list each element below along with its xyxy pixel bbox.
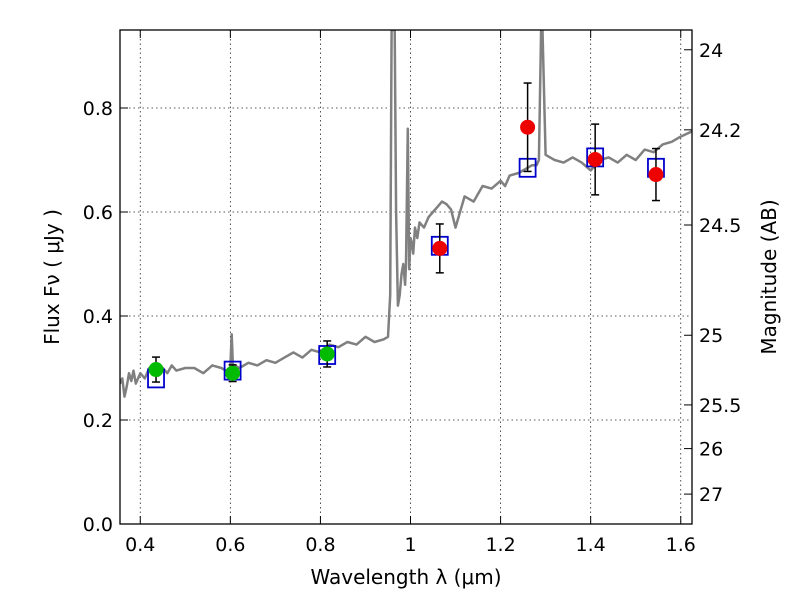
right-tick-label: 25 <box>699 325 723 347</box>
right-tick-label: 25.5 <box>699 395 741 417</box>
optical-data-point <box>148 362 164 378</box>
right-tick-label: 26 <box>699 439 723 461</box>
plot-frame <box>119 29 693 525</box>
y-tick-label: 0.8 <box>83 98 113 120</box>
nir-data-point <box>432 240 448 256</box>
nir-data-point <box>520 119 536 135</box>
ticks-layer: 0.4 0.6 0.8 1 1.2 1.4 1.6 0.0 0.2 0.4 0.6 0.8 24 24.2… <box>83 30 741 556</box>
y-tick-label: 0.2 <box>83 410 113 432</box>
y-tick-label: 0.4 <box>83 306 113 328</box>
x-axis-label: Wavelength λ (μm) <box>310 565 501 589</box>
y-tick-label: 0.0 <box>83 514 113 536</box>
x-tick-label: 1.4 <box>576 534 606 556</box>
y-axis-label: Flux Fν ( μJy ) <box>40 209 64 345</box>
right-tick-label: 24.5 <box>699 215 741 237</box>
spectrum-line <box>120 30 692 398</box>
right-axis-label: Magnitude (AB) <box>757 199 781 354</box>
x-tick-label: 0.4 <box>125 534 155 556</box>
spectrum-layer <box>120 30 692 398</box>
x-tick-label: 1 <box>404 534 416 556</box>
x-tick-label: 0.6 <box>215 534 245 556</box>
optical-data-point <box>319 346 335 362</box>
optical-data-point <box>225 365 241 381</box>
x-tick-label: 1.2 <box>485 534 515 556</box>
x-tick-label: 0.8 <box>305 534 335 556</box>
x-tick-label: 1.6 <box>666 534 696 556</box>
markers-layer <box>147 82 665 389</box>
right-tick-label: 24 <box>699 40 723 62</box>
y-tick-label: 0.6 <box>83 202 113 224</box>
nir-data-point <box>648 167 664 183</box>
right-tick-label: 24.2 <box>699 120 741 142</box>
right-tick-label: 27 <box>699 484 723 506</box>
nir-data-point <box>587 151 603 167</box>
